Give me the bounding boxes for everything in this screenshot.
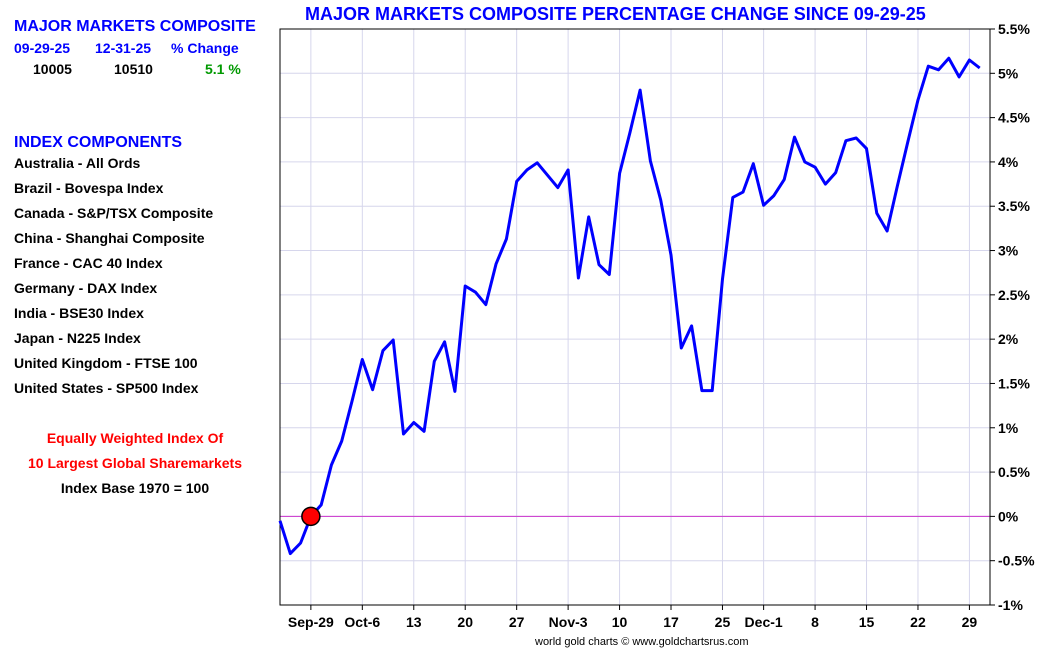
x-tick-label: 10 — [612, 614, 628, 630]
x-tick-label: 15 — [859, 614, 875, 630]
note-line-1: Equally Weighted Index Of — [46, 430, 224, 446]
note-line-3: Index Base 1970 = 100 — [60, 480, 210, 496]
x-tick-label: Oct-6 — [344, 614, 380, 630]
y-tick-label: 0% — [998, 508, 1019, 524]
x-tick-label: 22 — [910, 614, 926, 630]
y-tick-label: 1% — [998, 420, 1019, 436]
component-item: France - CAC 40 Index — [14, 255, 163, 271]
x-tick-label: 20 — [457, 614, 473, 630]
x-tick-label: 27 — [509, 614, 525, 630]
y-tick-label: 4% — [998, 154, 1019, 170]
note-line-2: 10 Largest Global Sharemarkets — [28, 455, 242, 471]
x-tick-label: 8 — [811, 614, 819, 630]
component-item: Germany - DAX Index — [14, 280, 158, 296]
change-header: % Change — [171, 40, 239, 56]
y-tick-label: -0.5% — [998, 553, 1035, 569]
y-tick-label: 3.5% — [998, 198, 1030, 214]
y-tick-label: 2.5% — [998, 287, 1030, 303]
x-tick-label: 13 — [406, 614, 422, 630]
x-tick-label: 17 — [663, 614, 679, 630]
component-item: Canada - S&P/TSX Composite — [14, 205, 214, 221]
y-tick-label: 0.5% — [998, 464, 1030, 480]
components-title: INDEX COMPONENTS — [14, 134, 183, 151]
y-tick-label: 5.5% — [998, 21, 1030, 37]
marker-layer — [301, 506, 321, 527]
x-tick-label: Sep-29 — [288, 614, 334, 630]
y-tick-label: 1.5% — [998, 375, 1030, 391]
chart-footer: world gold charts © www.goldchartsrus.co… — [535, 636, 749, 648]
series-line — [278, 56, 981, 556]
y-tick-label: 3% — [998, 243, 1019, 259]
y-tick-label: 2% — [998, 331, 1019, 347]
component-item: United Kingdom - FTSE 100 — [14, 355, 198, 371]
start-date-header: 09-29-25 — [14, 40, 71, 56]
x-tick-label: 25 — [715, 614, 731, 630]
chart-title: MAJOR MARKETS COMPOSITE PERCENTAGE CHANG… — [305, 4, 926, 24]
component-item: Brazil - Bovespa Index — [14, 180, 164, 196]
y-tick-label: 5% — [998, 65, 1019, 81]
summary-title: MAJOR MARKETS COMPOSITE — [14, 18, 256, 35]
axis-layer: 5.5% 5% 4.5% 4% 3.5% 3% 2.5% 2% 1.5% 1% 0.5% 0% -0.5… — [279, 21, 1035, 630]
component-item: Japan - N225 Index — [14, 330, 141, 346]
end-value: 10510 — [114, 61, 153, 77]
plot-frame — [279, 28, 991, 606]
start-marker — [301, 506, 321, 527]
y-tick-label: -1% — [998, 597, 1023, 613]
change-value: 5.1 % — [205, 61, 241, 77]
end-date-header: 12-31-25 — [95, 40, 152, 56]
y-tick-label: 4.5% — [998, 110, 1030, 126]
series-layer — [278, 56, 981, 556]
component-item: United States - SP500 Index — [14, 380, 199, 396]
component-item: China - Shanghai Composite — [14, 230, 205, 246]
x-tick-label: Dec-1 — [745, 614, 783, 630]
x-tick-label: 29 — [962, 614, 978, 630]
x-tick-label: Nov-3 — [549, 614, 588, 630]
component-item: Australia - All Ords — [14, 155, 141, 171]
start-value: 10005 — [33, 61, 72, 77]
component-item: India - BSE30 Index — [14, 305, 144, 321]
